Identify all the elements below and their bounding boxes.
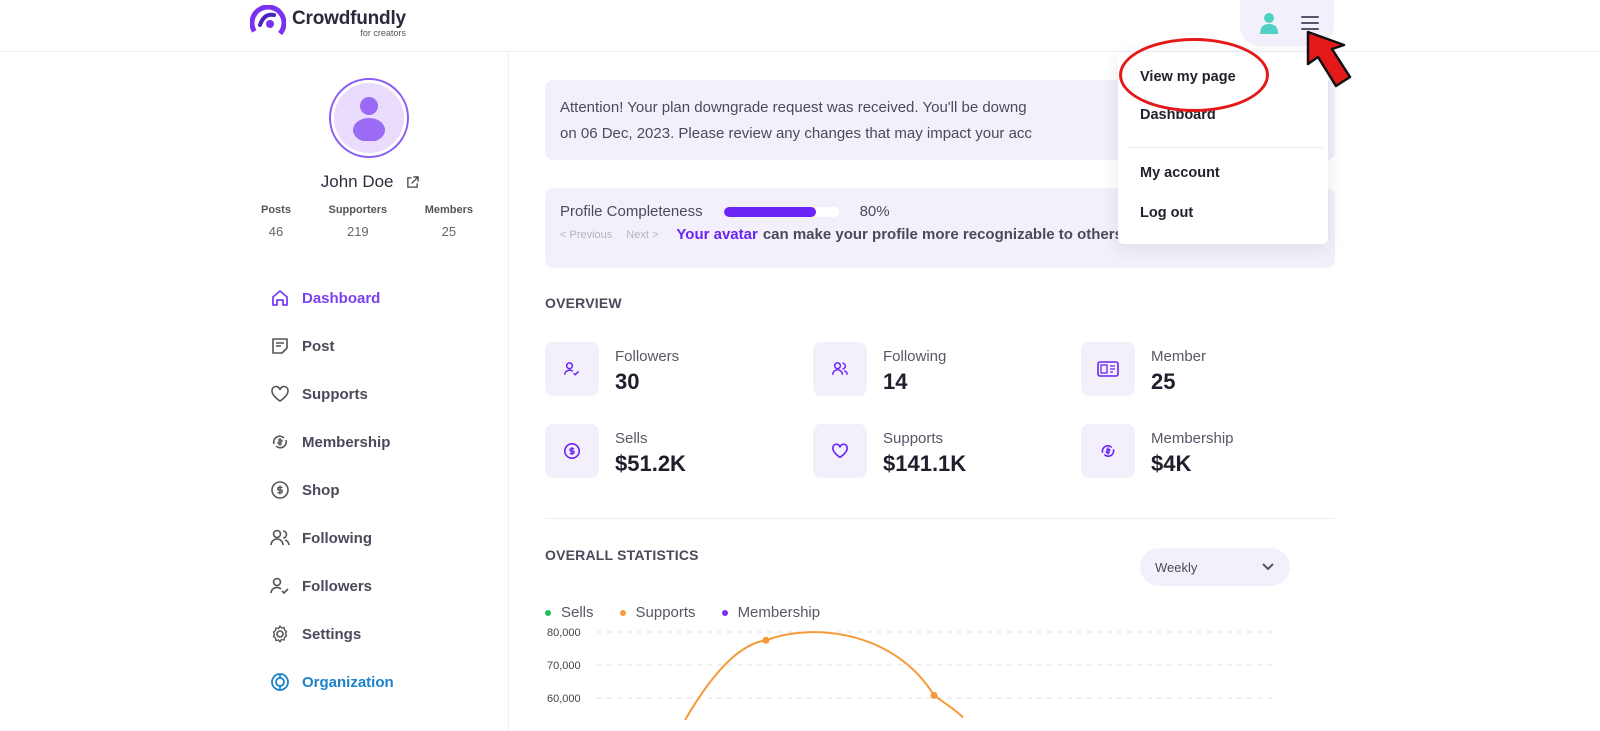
completeness-label: Profile Completeness [560, 203, 703, 220]
profile-name: John Doe [320, 172, 394, 191]
chevron-down-icon [1262, 563, 1274, 571]
brand-tagline: for creators [360, 27, 406, 38]
user-check-icon [545, 342, 599, 396]
sidebar-item-following[interactable]: Following [269, 514, 489, 562]
overview-cards: Followers 30 Following 14 Member 25 Sells $5… [545, 342, 1335, 480]
card-member[interactable]: Member 25 [1081, 342, 1335, 398]
heart-icon [269, 383, 291, 405]
member-card-icon [1081, 342, 1135, 396]
period-select[interactable]: Weekly [1140, 548, 1290, 586]
pointer-arrow-icon [1306, 30, 1352, 88]
logo-icon [250, 5, 286, 41]
menu-item-log-out[interactable]: Log out [1140, 205, 1194, 221]
stat-supporters: Supporters 219 [328, 204, 388, 239]
dollar-icon [545, 424, 599, 478]
card-supports[interactable]: Supports $141.1K [813, 424, 1081, 480]
completeness-percent: 80% [859, 203, 890, 220]
data-point-supports[interactable] [762, 636, 770, 644]
gear-icon [269, 623, 291, 645]
sidebar-item-post[interactable]: Post [269, 322, 489, 370]
previous-tip-button[interactable]: < Previous [560, 228, 613, 241]
legend-item-sells[interactable]: Sells [545, 604, 594, 621]
menu-divider [1128, 147, 1324, 148]
completeness-progress-fill [723, 206, 816, 217]
alert-line-1: Attention! Your plan downgrade request w… [560, 99, 1027, 116]
brand-name: Crowdfundly [292, 7, 406, 29]
highlight-circle [1119, 38, 1269, 112]
sidebar-item-supports[interactable]: Supports [269, 370, 489, 418]
legend-item-supports[interactable]: Supports [619, 604, 696, 621]
sidebar-item-organization[interactable]: Organization [269, 658, 489, 706]
legend-dot-membership [721, 609, 728, 616]
top-bar: Crowdfundly for creators [0, 0, 1600, 52]
series-line-supports [684, 631, 964, 721]
external-link-icon[interactable] [406, 176, 419, 189]
statistics-title: OVERALL STATISTICS [545, 547, 699, 563]
legend-dot-sells [545, 609, 551, 616]
card-following[interactable]: Following 14 [813, 342, 1081, 398]
card-membership[interactable]: Membership $4K [1081, 424, 1335, 480]
alert-line-2: on 06 Dec, 2023. Please review any chang… [560, 125, 1032, 142]
card-sells[interactable]: Sells $51.2K [545, 424, 813, 480]
card-followers[interactable]: Followers 30 [545, 342, 813, 398]
stat-members: Members 25 [424, 204, 473, 239]
next-tip-button[interactable]: Next > [626, 228, 659, 241]
sidebar-item-membership[interactable]: Membership [269, 418, 489, 466]
membership-icon [269, 431, 291, 453]
sidebar: John Doe Posts 46 Supporters 219 Members… [255, 52, 509, 731]
home-icon [269, 287, 291, 309]
data-point-supports[interactable] [930, 691, 938, 699]
y-tick-label: 60,000 [547, 693, 581, 705]
profile-avatar[interactable] [329, 78, 409, 158]
brand-logo[interactable]: Crowdfundly for creators [250, 5, 406, 41]
users-icon [269, 527, 291, 549]
statistics-chart: 80,000 70,000 60,000 [547, 627, 1275, 721]
y-tick-label: 70,000 [547, 660, 581, 672]
y-tick-label: 80,000 [547, 627, 581, 639]
avatar-tip-link[interactable]: Your avatar [676, 226, 758, 243]
legend-dot-supports [619, 609, 626, 616]
organization-icon [269, 671, 291, 693]
user-check-icon [269, 575, 291, 597]
hamburger-menu-icon[interactable] [1300, 12, 1319, 34]
post-icon [269, 335, 291, 357]
dollar-icon [269, 479, 291, 501]
membership-icon [1081, 424, 1135, 478]
users-icon [813, 342, 867, 396]
chart-legend: Sells Supports Membership [545, 604, 846, 621]
overview-title: OVERVIEW [545, 295, 622, 311]
menu-item-my-account[interactable]: My account [1140, 165, 1220, 181]
sidebar-item-dashboard[interactable]: Dashboard [269, 274, 489, 322]
sidebar-item-followers[interactable]: Followers [269, 562, 489, 610]
user-placeholder-icon [353, 97, 385, 141]
sidebar-item-settings[interactable]: Settings [269, 610, 489, 658]
avatar-tip-text: can make your profile more recognizable … [762, 226, 1123, 243]
sidebar-item-shop[interactable]: Shop [269, 466, 489, 514]
heart-icon [813, 424, 867, 478]
stat-posts: Posts 46 [261, 204, 291, 239]
profile-name-row: John Doe [255, 172, 485, 192]
section-divider [545, 518, 1335, 519]
period-select-value: Weekly [1155, 559, 1198, 575]
user-avatar-icon[interactable] [1256, 10, 1282, 36]
legend-item-membership[interactable]: Membership [721, 604, 820, 621]
profile-stats: Posts 46 Supporters 219 Members 25 [255, 204, 485, 239]
sidebar-nav: Dashboard Post Supports Membership Shop [269, 274, 489, 706]
completeness-progress-bar [723, 206, 839, 217]
